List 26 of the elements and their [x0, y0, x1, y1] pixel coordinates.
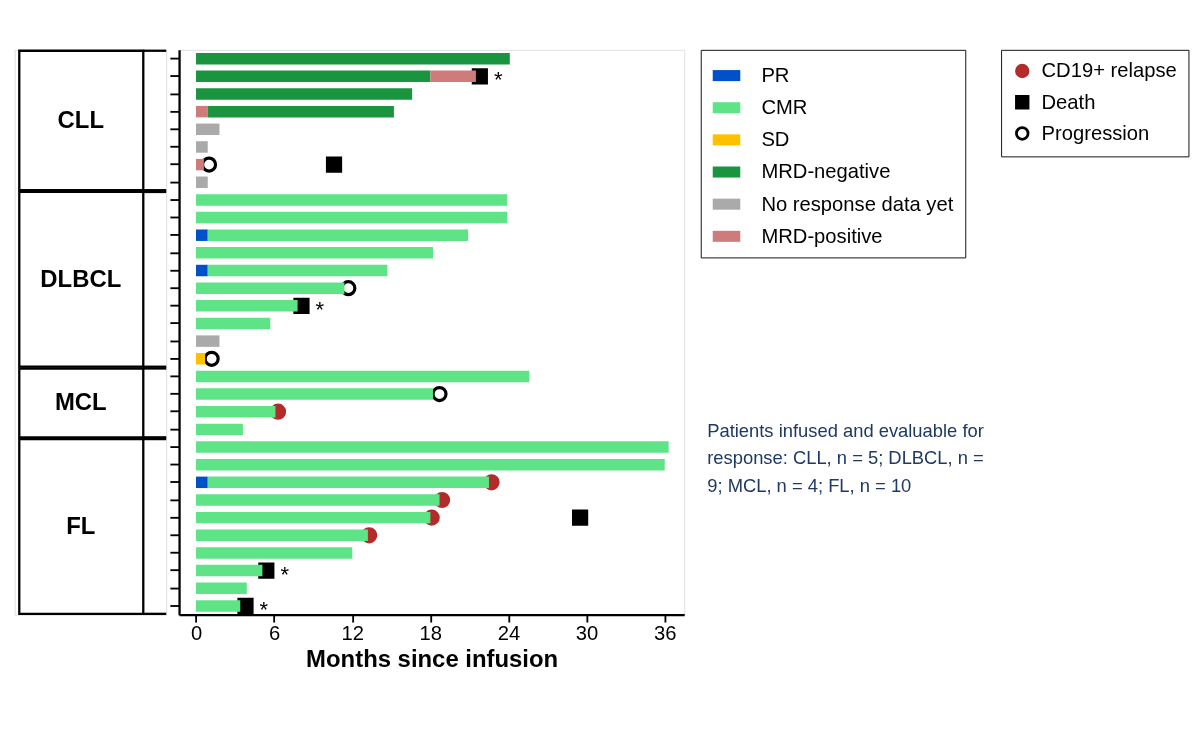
data-label: * — [315, 296, 325, 322]
x-tick-label: 0 — [190, 621, 203, 644]
text: MCL — [54, 388, 107, 416]
x-tick-label: 18 — [419, 621, 443, 644]
x-tick-label: 6 — [268, 621, 281, 644]
text: FL — [66, 511, 96, 539]
legend-label: Progression — [1041, 121, 1150, 144]
text: DLBCL — [40, 264, 122, 292]
legend-label: CD19+ relapse — [1041, 59, 1177, 82]
legend-label: SD — [761, 128, 790, 151]
data-label: * — [493, 67, 503, 93]
text: Patients infused and evaluable for response: CLL, n = 5; DLBCL, n = 9; MCL, n = 4; FL, n = 10 — [707, 419, 984, 496]
x-tick-label: 12 — [341, 621, 364, 644]
legend-label: PR — [761, 64, 790, 87]
legend-label: Death — [1041, 90, 1096, 113]
legend-label: No response data yet — [761, 192, 954, 215]
text: CLL — [57, 105, 105, 133]
data-label: * — [259, 596, 269, 622]
x-axis-title: Months since infusion — [306, 644, 559, 672]
legend-label: MRD-negative — [761, 160, 891, 183]
legend-label: MRD-positive — [761, 224, 883, 247]
x-tick-label: 36 — [653, 621, 677, 644]
x-tick-label: 30 — [575, 621, 599, 644]
legend-label: CMR — [761, 96, 808, 119]
data-label: * — [280, 561, 290, 587]
x-tick-label: 24 — [497, 621, 521, 644]
